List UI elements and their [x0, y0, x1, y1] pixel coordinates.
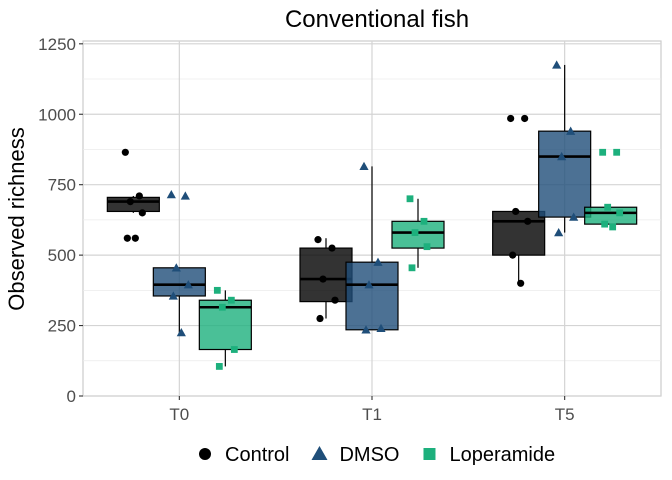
point-dmso	[557, 151, 567, 161]
point-dmso	[180, 191, 190, 200]
box-body	[538, 130, 592, 218]
point-control	[331, 296, 339, 304]
box-dmso-t1	[345, 166, 399, 331]
point-control	[512, 207, 520, 216]
box-control-t5	[492, 210, 546, 284]
point-loperamide	[227, 296, 235, 304]
point-loperamide	[609, 223, 617, 231]
box-body	[391, 220, 445, 249]
point-control	[319, 275, 327, 283]
point-control	[524, 217, 532, 225]
point-dmso	[166, 189, 176, 199]
point-loperamide	[213, 286, 221, 294]
point-dmso	[361, 325, 371, 334]
point-control	[138, 209, 146, 217]
point-dmso	[554, 227, 564, 237]
point-control	[509, 251, 517, 259]
point-loperamide	[601, 220, 609, 228]
point-control	[314, 236, 322, 244]
point-control	[126, 197, 134, 206]
data-points	[121, 60, 624, 370]
point-control	[316, 314, 324, 323]
legend-key-loperamide	[423, 448, 436, 460]
point-dmso	[183, 280, 193, 289]
x-tick-label: T5	[555, 405, 575, 424]
point-loperamide	[230, 346, 238, 353]
box-body	[299, 247, 353, 303]
box-body	[345, 261, 399, 331]
y-tick-label: 1250	[38, 35, 76, 54]
point-loperamide	[423, 243, 431, 251]
point-dmso	[552, 60, 562, 69]
point-dmso	[168, 291, 178, 300]
legend: Control DMSO Loperamide	[199, 444, 555, 466]
point-control	[123, 234, 131, 242]
point-loperamide	[218, 303, 226, 311]
y-tick-label: 750	[48, 176, 76, 195]
y-axis-ticks: 0 250 500 750 1000 1250	[38, 35, 83, 406]
point-loperamide	[604, 203, 612, 211]
legend-label-dmso: DMSO	[339, 444, 399, 466]
legend-label-control: Control	[225, 444, 289, 466]
point-loperamide	[613, 148, 621, 156]
point-dmso	[364, 280, 374, 289]
point-loperamide	[616, 209, 624, 217]
point-loperamide	[420, 217, 428, 225]
legend-key-dmso	[311, 446, 328, 460]
point-loperamide	[408, 264, 416, 272]
point-loperamide	[406, 195, 414, 203]
box-body	[106, 196, 160, 213]
chart-title: Conventional fish	[285, 6, 469, 33]
box-control-t1	[299, 238, 353, 319]
point-dmso	[566, 126, 576, 135]
point-control	[507, 114, 515, 123]
y-tick-label: 500	[48, 246, 76, 265]
point-dmso	[171, 263, 181, 272]
box-loperamide-t0	[198, 290, 252, 367]
y-axis-label: Observed richness	[4, 127, 29, 310]
y-tick-label: 250	[48, 317, 76, 336]
point-dmso	[376, 323, 386, 333]
box-control-t0	[106, 195, 160, 213]
box-dmso-t0	[152, 267, 206, 333]
point-control	[131, 234, 139, 242]
y-tick-label: 1000	[38, 105, 76, 124]
legend-label-loperamide: Loperamide	[449, 444, 555, 466]
x-tick-label: T1	[362, 405, 382, 424]
point-loperamide	[599, 148, 607, 156]
point-dmso	[569, 212, 579, 221]
box-body	[152, 267, 206, 297]
x-tick-label: T0	[169, 405, 189, 424]
point-dmso	[373, 257, 383, 266]
point-control	[135, 192, 143, 200]
point-control	[121, 148, 129, 156]
point-dmso	[176, 328, 186, 337]
point-control	[517, 279, 525, 287]
point-dmso	[359, 161, 369, 171]
y-tick-label: 0	[67, 387, 76, 406]
legend-key-control	[199, 448, 211, 460]
box-dmso-t5	[538, 64, 592, 233]
point-loperamide	[411, 229, 419, 236]
point-control	[521, 114, 529, 123]
x-axis-ticks: T0 T1 T5	[169, 396, 575, 424]
point-loperamide	[215, 363, 223, 370]
box-body	[492, 210, 546, 256]
point-control	[328, 244, 336, 252]
